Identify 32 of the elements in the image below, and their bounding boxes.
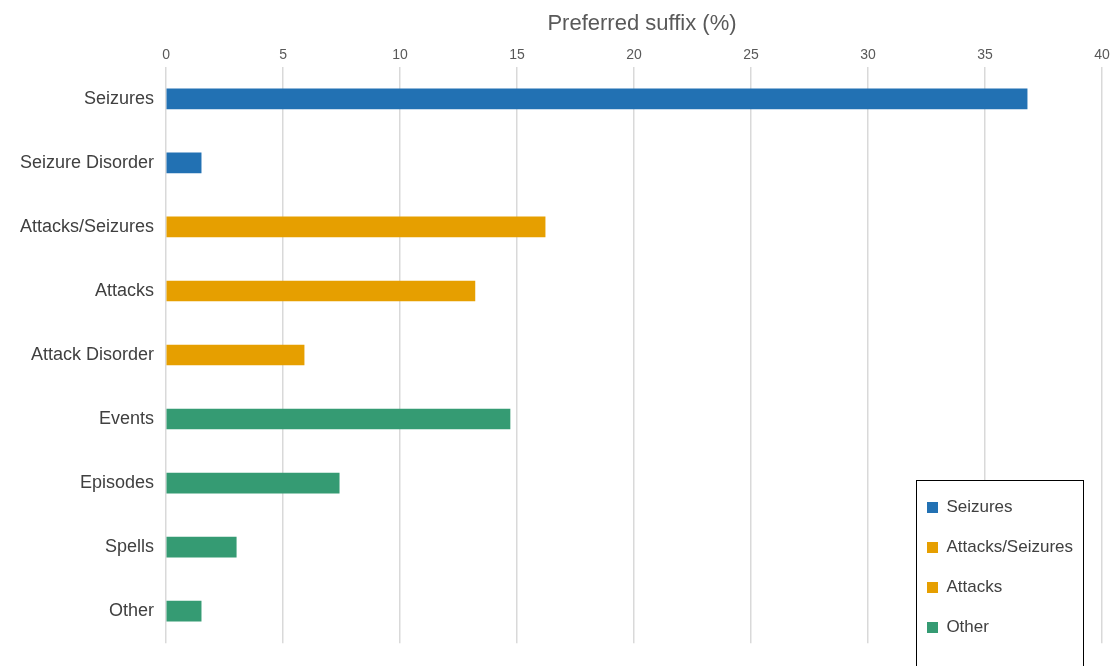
- bar: [166, 280, 476, 302]
- bar: [166, 408, 511, 430]
- bar: [166, 152, 202, 174]
- y-tick-label: Seizure Disorder: [19, 151, 155, 172]
- y-tick-label: Episodes: [79, 472, 155, 493]
- bar: [166, 472, 340, 494]
- legend-label: Attacks/Seizures: [946, 537, 1073, 557]
- y-tick-label: Attacks/Seizures: [19, 215, 155, 236]
- bar: [166, 600, 202, 622]
- y-tick-label: Events: [99, 408, 155, 429]
- y-tick-label: Seizures: [84, 87, 155, 108]
- x-tick-label: 30: [860, 46, 877, 63]
- y-tick-label: Other: [109, 600, 155, 621]
- x-tick-label: 20: [626, 46, 643, 63]
- y-tick-label: Attacks: [95, 279, 155, 300]
- x-tick-label: 25: [743, 46, 760, 63]
- x-tick-label: 0: [162, 46, 171, 63]
- bar: [166, 536, 237, 558]
- x-tick-label: 15: [509, 46, 526, 63]
- y-tick-label: Spells: [105, 536, 155, 557]
- legend-label: Other: [946, 617, 989, 637]
- bar: [166, 344, 305, 366]
- chart-title: Preferred suffix (%): [546, 10, 738, 36]
- x-tick-label: 35: [977, 46, 993, 63]
- bar: [166, 88, 1028, 110]
- y-tick-label: Attack Disorder: [31, 343, 155, 364]
- bar: [166, 216, 546, 238]
- legend-label: Seizures: [946, 497, 1013, 517]
- x-tick-label: 40: [1094, 46, 1110, 63]
- x-tick-label: 10: [392, 46, 409, 63]
- legend-label: Attacks: [946, 577, 1003, 597]
- x-tick-label: 5: [279, 46, 288, 63]
